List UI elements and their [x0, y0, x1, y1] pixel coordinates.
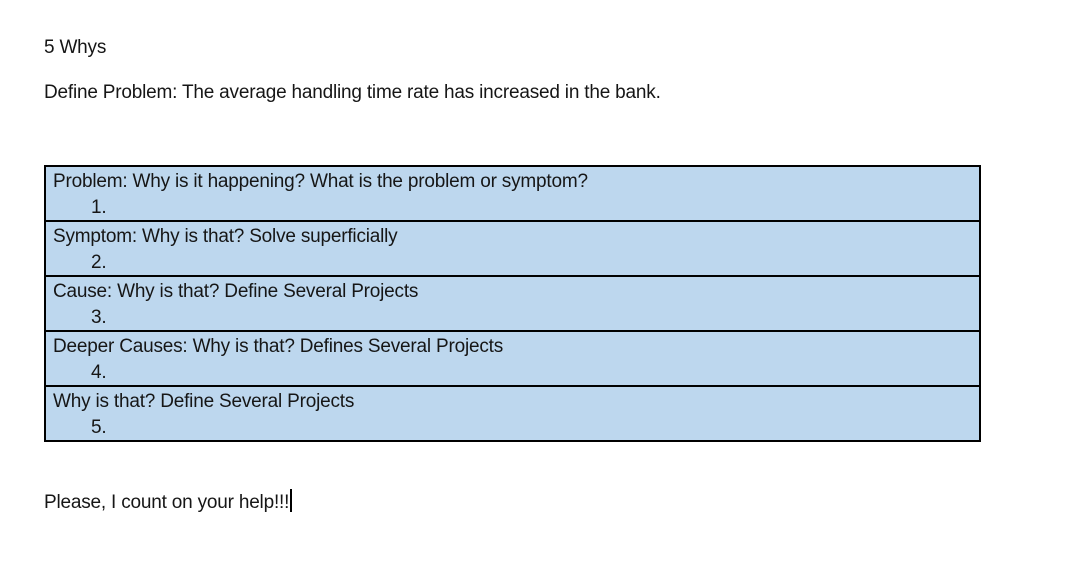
- document-title[interactable]: 5 Whys: [44, 37, 107, 58]
- row-prompt[interactable]: Deeper Causes: Why is that? Defines Seve…: [53, 336, 504, 357]
- row-number[interactable]: 4.: [91, 362, 107, 383]
- table-row-deeper-causes[interactable]: Deeper Causes: Why is that? Defines Seve…: [46, 332, 979, 387]
- closing-paragraph[interactable]: Please, I count on your help!!!: [44, 489, 292, 515]
- row-prompt[interactable]: Problem: Why is it happening? What is th…: [53, 171, 588, 192]
- row-number[interactable]: 5.: [91, 417, 107, 438]
- row-prompt[interactable]: Symptom: Why is that? Solve superficiall…: [53, 226, 398, 247]
- table-row-final-why[interactable]: Why is that? Define Several Projects 5.: [46, 387, 979, 440]
- text-cursor-caret: [290, 489, 292, 512]
- row-prompt[interactable]: Cause: Why is that? Define Several Proje…: [53, 281, 419, 302]
- row-prompt[interactable]: Why is that? Define Several Projects: [53, 391, 355, 412]
- row-number[interactable]: 2.: [91, 252, 107, 273]
- table-row-problem[interactable]: Problem: Why is it happening? What is th…: [46, 167, 979, 222]
- closing-text: Please, I count on your help!!!: [44, 492, 290, 513]
- five-whys-table: Problem: Why is it happening? What is th…: [44, 165, 981, 442]
- define-problem-paragraph[interactable]: Define Problem: The average handling tim…: [44, 82, 661, 103]
- row-number[interactable]: 3.: [91, 307, 107, 328]
- table-row-symptom[interactable]: Symptom: Why is that? Solve superficiall…: [46, 222, 979, 277]
- table-row-cause[interactable]: Cause: Why is that? Define Several Proje…: [46, 277, 979, 332]
- row-number[interactable]: 1.: [91, 197, 107, 218]
